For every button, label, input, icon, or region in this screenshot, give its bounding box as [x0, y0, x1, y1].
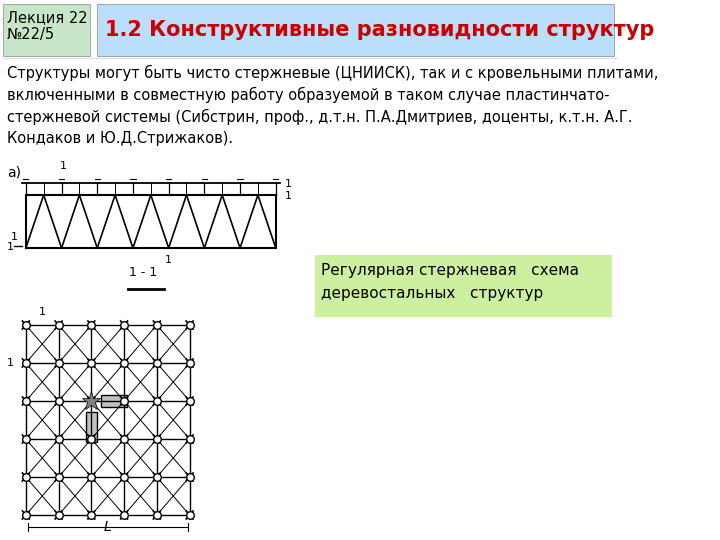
Bar [86, 413, 96, 442]
Text: 1: 1 [10, 232, 17, 242]
Text: 1: 1 [60, 161, 67, 171]
Bar [102, 395, 127, 407]
Text: L: L [104, 520, 112, 534]
Text: 1: 1 [7, 242, 14, 252]
Text: 1: 1 [39, 307, 46, 317]
Text: Лекция 22
№22/5: Лекция 22 №22/5 [7, 10, 88, 43]
FancyBboxPatch shape [4, 4, 89, 56]
Text: 1: 1 [165, 255, 171, 265]
Text: Регулярная стержневая   схема
деревостальных   структур: Регулярная стержневая схема деревостальн… [321, 263, 580, 301]
Text: 1 - 1: 1 - 1 [130, 266, 158, 279]
Text: Структуры могут быть чисто стержневые (ЦНИИСК), так и с кровельными плитами,
вкл: Структуры могут быть чисто стержневые (Ц… [7, 65, 658, 146]
Text: 1: 1 [6, 358, 14, 368]
Text: 1: 1 [284, 179, 292, 189]
FancyBboxPatch shape [315, 255, 612, 317]
Text: 1: 1 [284, 191, 292, 201]
FancyBboxPatch shape [96, 4, 613, 56]
Text: а): а) [7, 165, 21, 179]
Text: 1.2 Конструктивные разновидности структур: 1.2 Конструктивные разновидности структу… [105, 20, 654, 40]
